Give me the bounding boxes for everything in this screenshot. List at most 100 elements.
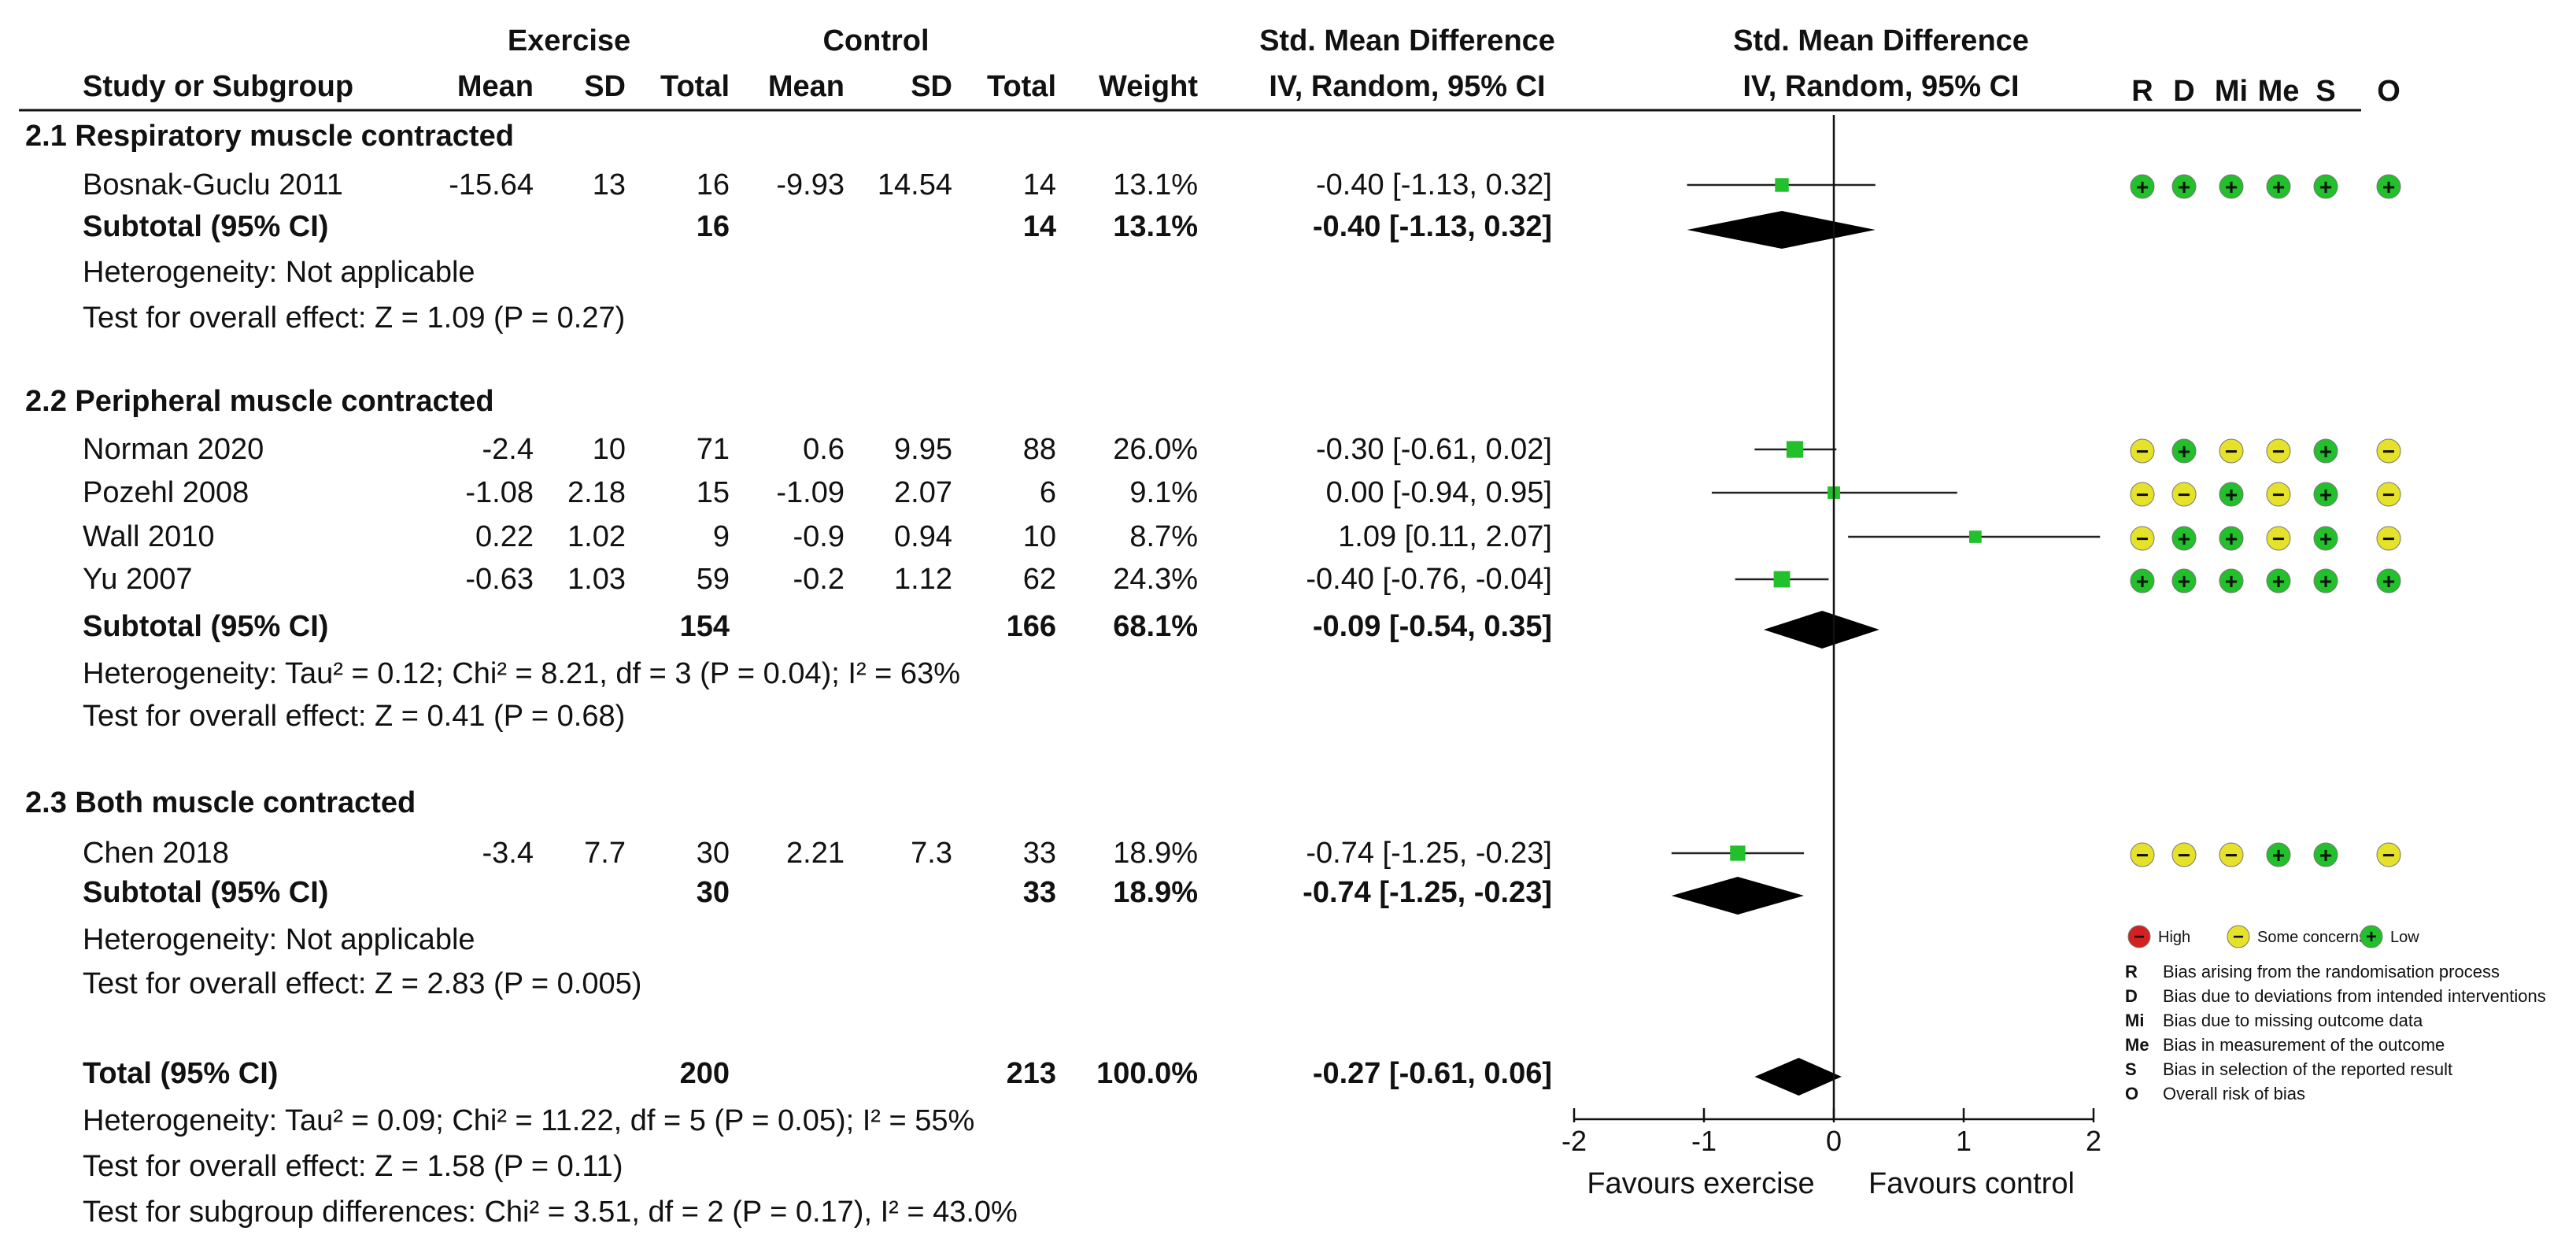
rob-low-dot	[2219, 526, 2244, 551]
study-ct-total: 62	[1023, 563, 1056, 596]
study-ex-total: 15	[697, 476, 730, 509]
study-ci: -0.30 [-0.61, 0.02]	[1316, 433, 1552, 466]
total-overall-effect: Test for overall effect: Z = 1.58 (P = 0…	[83, 1150, 623, 1183]
rob-some-dot	[2376, 482, 2401, 507]
rob-some-dot	[2266, 482, 2291, 507]
header-plot-title: Std. Mean Difference	[1733, 24, 2029, 57]
rob-symbol: +	[2272, 569, 2285, 593]
study-ct-sd: 14.54	[878, 168, 952, 201]
rob-some-dot	[2130, 438, 2155, 464]
study-ex-sd: 2.18	[567, 476, 626, 509]
subgroup-overall-effect: Test for overall effect: Z = 2.83 (P = 0…	[83, 967, 641, 1000]
study-ct-sd: 9.95	[894, 433, 952, 466]
legend-text: Bias due to missing outcome data	[2163, 1011, 2423, 1030]
rob-low-dot	[2313, 482, 2338, 507]
subgroup-title: 2.2 Peripheral muscle contracted	[25, 385, 494, 418]
subtotal-label: Subtotal (95% CI)	[83, 210, 328, 243]
study-point	[1730, 845, 1746, 861]
rob-some-dot	[2130, 526, 2155, 551]
legend-text: Bias due to deviations from intended int…	[2163, 986, 2546, 1006]
risk-of-bias-layer: + + + + + + − + − − + − − − + − + − − + + − + − + + + + + + − − − + + − − − +	[2127, 174, 2401, 948]
subtotal-weight: 68.1%	[1113, 610, 1198, 643]
legend-high-dot	[2127, 925, 2151, 948]
rob-symbol: −	[2178, 482, 2190, 507]
rob-symbol: −	[2272, 527, 2285, 551]
rob-some-dot	[2376, 526, 2401, 551]
legend-some-label: Some concerns	[2257, 929, 2367, 946]
legend-some-symbol: −	[2233, 926, 2244, 948]
x-tick-label: 1	[1956, 1125, 1972, 1157]
rob-some-dot	[2130, 842, 2155, 867]
x-tick-label: 0	[1826, 1125, 1842, 1157]
study-ex-total: 16	[697, 168, 730, 201]
legend-key: Mi	[2125, 1011, 2144, 1030]
rob-low-dot	[2313, 568, 2338, 593]
table-text-layer: Exercise Control Std. Mean Difference Std. …	[25, 24, 2546, 1229]
total-label: Total (95% CI)	[83, 1057, 278, 1090]
subtotal-ex-total: 30	[697, 876, 730, 909]
study-ex-sd: 1.02	[567, 520, 626, 553]
favours-exercise-label: Favours exercise	[1587, 1167, 1814, 1200]
rob-symbol: +	[2225, 569, 2238, 593]
rob-header-d: D	[2173, 75, 2194, 108]
rob-symbol: +	[2319, 527, 2332, 551]
rob-low-dot	[2171, 174, 2197, 199]
legend-key: Me	[2125, 1035, 2149, 1055]
rob-symbol: −	[2272, 439, 2285, 464]
subgroup-heterogeneity: Heterogeneity: Not applicable	[83, 256, 475, 289]
legend-some-dot	[2227, 925, 2250, 948]
subgroup-heterogeneity: Heterogeneity: Not applicable	[83, 923, 475, 956]
subgroup-overall-effect: Test for overall effect: Z = 0.41 (P = 0…	[83, 700, 625, 733]
legend-high-symbol: −	[2134, 926, 2145, 948]
rob-symbol: +	[2178, 569, 2190, 593]
rob-some-dot	[2171, 842, 2197, 867]
study-ct-total: 6	[1040, 476, 1056, 509]
legend-key: R	[2125, 962, 2138, 981]
rob-some-dot	[2266, 526, 2291, 551]
total-ct-total: 213	[1007, 1057, 1056, 1090]
study-name: Bosnak-Guclu 2011	[83, 168, 343, 201]
rob-low-dot	[2171, 526, 2197, 551]
legend-text: Bias arising from the randomisation proc…	[2163, 962, 2500, 981]
total-ex-total: 200	[680, 1057, 730, 1090]
subtotal-ci: -0.74 [-1.25, -0.23]	[1303, 876, 1552, 909]
study-name: Norman 2020	[83, 433, 264, 466]
study-weight: 9.1%	[1129, 476, 1198, 509]
subtotal-weight: 18.9%	[1113, 876, 1198, 909]
rob-low-dot	[2313, 842, 2338, 867]
rob-symbol: +	[2178, 175, 2190, 199]
study-ex-sd: 13	[593, 168, 626, 201]
study-weight: 13.1%	[1113, 168, 1198, 201]
subtotal-ex-total: 16	[697, 210, 730, 243]
legend-key: O	[2125, 1084, 2138, 1103]
study-ex-mean: -2.4	[482, 433, 534, 466]
rob-symbol: −	[2382, 439, 2395, 464]
header-control: Control	[822, 24, 929, 57]
legend-high-label: High	[2158, 929, 2190, 946]
rob-header-r: R	[2131, 75, 2153, 108]
rob-symbol: +	[2319, 569, 2332, 593]
header-exercise: Exercise	[508, 24, 630, 57]
study-ct-mean: -0.9	[793, 520, 844, 553]
rob-low-dot	[2313, 174, 2338, 199]
legend-text: Bias in measurement of the outcome	[2163, 1035, 2445, 1055]
legend-key: S	[2125, 1059, 2137, 1079]
rob-symbol: +	[2178, 439, 2190, 464]
study-point	[1773, 571, 1791, 588]
x-tick-label: -2	[1561, 1125, 1587, 1157]
rob-symbol: −	[2136, 527, 2149, 551]
rob-symbol: −	[2136, 843, 2149, 867]
header-weight: Weight	[1099, 70, 1198, 103]
rob-symbol: +	[2319, 175, 2332, 199]
rob-some-dot	[2219, 438, 2244, 464]
rob-symbol: −	[2225, 439, 2238, 464]
study-ci: 1.09 [0.11, 2.07]	[1338, 520, 1552, 553]
rob-low-dot	[2313, 438, 2338, 464]
header-ct-sd: SD	[911, 70, 952, 103]
study-weight: 26.0%	[1113, 433, 1198, 466]
rob-symbol: +	[2225, 482, 2238, 507]
study-ex-mean: -0.63	[465, 563, 534, 596]
rob-low-dot	[2266, 568, 2291, 593]
study-ex-mean: -3.4	[482, 837, 534, 870]
